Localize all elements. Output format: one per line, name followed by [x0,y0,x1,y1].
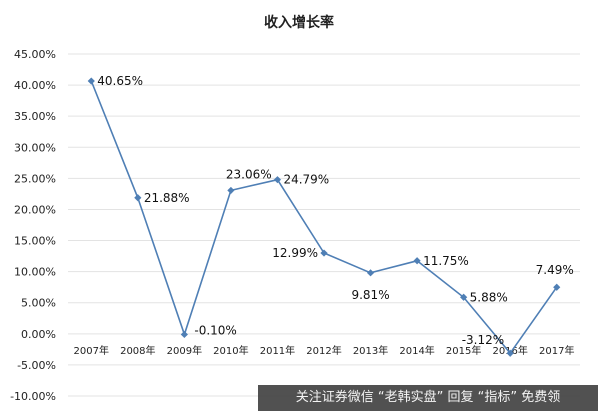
y-tick-label: 0.00% [21,328,56,341]
x-tick-label: 2012年 [306,344,341,357]
data-point-marker [134,194,142,202]
data-point-marker [413,257,421,265]
data-label: -3.12% [462,333,504,347]
data-label: 11.75% [423,254,469,268]
data-point-marker [460,293,468,301]
y-tick-label: 40.00% [14,79,56,92]
data-label: 7.49% [536,263,574,277]
data-label: 21.88% [144,191,190,205]
x-tick-label: 2013年 [353,344,388,357]
y-tick-label: 10.00% [14,266,56,279]
data-point-marker [273,176,282,184]
data-label: 24.79% [283,173,329,187]
x-tick-label: 2015年 [446,344,481,357]
data-label: 40.65% [97,74,143,88]
y-tick-label: 5.00% [21,297,56,310]
series-line [90,80,558,355]
y-tick-label: 35.00% [14,110,56,123]
data-labels: 40.65% 21.88% -0.10% 23.06% 24.79% 12.99% 9.81… [97,74,574,347]
data-point-marker [87,77,95,85]
data-point-marker [320,249,328,257]
data-label: 5.88% [470,290,508,304]
data-point-marker [553,283,561,291]
watermark-banner: 关注证券微信 “老韩实盘” 回复 “指标” 免费领 [258,385,598,411]
x-tick-label: 2017年 [539,344,574,357]
y-tick-label: 25.00% [14,172,56,185]
x-tick-label: 2014年 [399,344,434,357]
x-axis-tick-labels: 2007年 2008年 2009年 2010年 2011年 2012年 2013年 2014年… [74,344,575,357]
data-point-marker [227,186,235,195]
series-group [87,77,561,357]
data-point-marker [366,269,375,277]
x-tick-label: 2007年 [74,344,109,357]
y-tick-label: -10.00% [10,390,56,403]
y-axis-tick-labels: -10.00% -5.00% 0.00% 5.00% 10.00% 15.00% 20.00… [10,48,56,403]
y-tick-label: 30.00% [14,141,56,154]
chart-title: 收入增长率 [264,14,334,31]
data-label: -0.10% [194,323,236,337]
y-tick-label: -5.00% [17,359,56,372]
x-tick-label: 2010年 [213,344,248,357]
data-point-marker [180,330,188,339]
y-tick-label: 20.00% [14,203,56,216]
x-tick-label: 2011年 [260,344,295,357]
y-tick-label: 45.00% [14,48,56,61]
data-point-marker [506,349,514,357]
data-label: 9.81% [351,288,389,302]
grid-lines [68,53,580,397]
data-label: 23.06% [226,167,272,181]
data-label: 12.99% [272,246,318,260]
x-tick-label: 2008年 [120,344,155,357]
x-tick-label: 2009年 [167,344,202,357]
y-tick-label: 15.00% [14,235,56,248]
